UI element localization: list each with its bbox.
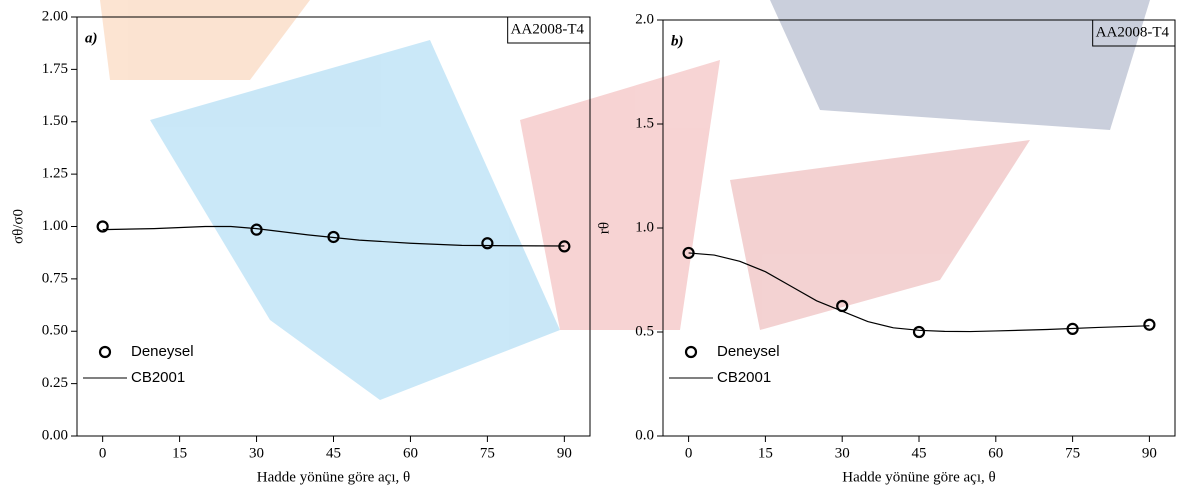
y-tick-label: 1.50 xyxy=(42,113,68,129)
annotation-box xyxy=(507,16,591,44)
legend-marker xyxy=(684,345,698,359)
x-tick-label: 90 xyxy=(1142,445,1157,461)
y-axis-label: σθ/σ0 xyxy=(10,209,26,244)
legend-label: Deneysel xyxy=(131,343,194,360)
x-tick-label: 15 xyxy=(758,445,773,461)
watermark xyxy=(100,0,1150,400)
y-tick-label: 1.00 xyxy=(42,218,68,234)
data-point xyxy=(912,325,926,339)
x-axis-label: Hadde yönüne göre açı, θ xyxy=(842,469,995,485)
y-tick-label: 1.25 xyxy=(42,166,68,182)
annotation: AA2008-T4 xyxy=(511,21,585,37)
y-tick-label: 1.5 xyxy=(635,115,654,131)
y-tick-label: 2.00 xyxy=(42,8,68,24)
x-tick-label: 60 xyxy=(988,445,1003,461)
x-axis-label: Hadde yönüne göre açı, θ xyxy=(257,469,410,485)
x-tick-label: 15 xyxy=(172,445,187,461)
fit-line xyxy=(102,225,565,247)
y-tick-label: 2.0 xyxy=(635,11,654,27)
panel-label: b) xyxy=(671,33,684,49)
annotation-box xyxy=(1092,19,1176,47)
y-tick-label: 0.5 xyxy=(635,323,654,339)
y-tick-label: 1.75 xyxy=(42,61,68,77)
x-tick-label: 0 xyxy=(99,445,107,461)
y-tick-label: 0.75 xyxy=(42,270,68,286)
y-tick-label: 0.25 xyxy=(42,375,68,391)
x-tick-label: 30 xyxy=(835,445,850,461)
x-tick-label: 45 xyxy=(326,445,341,461)
y-tick-label: 0.50 xyxy=(42,323,68,339)
data-point xyxy=(96,220,109,233)
y-tick-label: 0.00 xyxy=(42,427,68,443)
x-tick-label: 45 xyxy=(912,445,927,461)
x-tick-label: 60 xyxy=(403,445,418,461)
data-point xyxy=(1143,318,1156,331)
x-tick-label: 90 xyxy=(557,445,572,461)
x-tick-label: 75 xyxy=(1065,445,1080,461)
x-tick-label: 75 xyxy=(480,445,495,461)
legend-label: CB2001 xyxy=(717,369,771,386)
annotation: AA2008-T4 xyxy=(1096,24,1170,40)
legend-label: CB2001 xyxy=(131,369,185,386)
legend-label: Deneysel xyxy=(717,343,780,360)
x-tick-label: 0 xyxy=(685,445,693,461)
panel-label: a) xyxy=(85,30,98,46)
y-axis-label: rθ xyxy=(596,222,612,234)
y-tick-label: 0.0 xyxy=(635,427,654,443)
y-tick-label: 1.0 xyxy=(635,219,654,235)
legend-marker xyxy=(98,345,112,359)
x-tick-label: 30 xyxy=(249,445,264,461)
fit-line xyxy=(688,252,1150,333)
data-point xyxy=(481,237,494,250)
